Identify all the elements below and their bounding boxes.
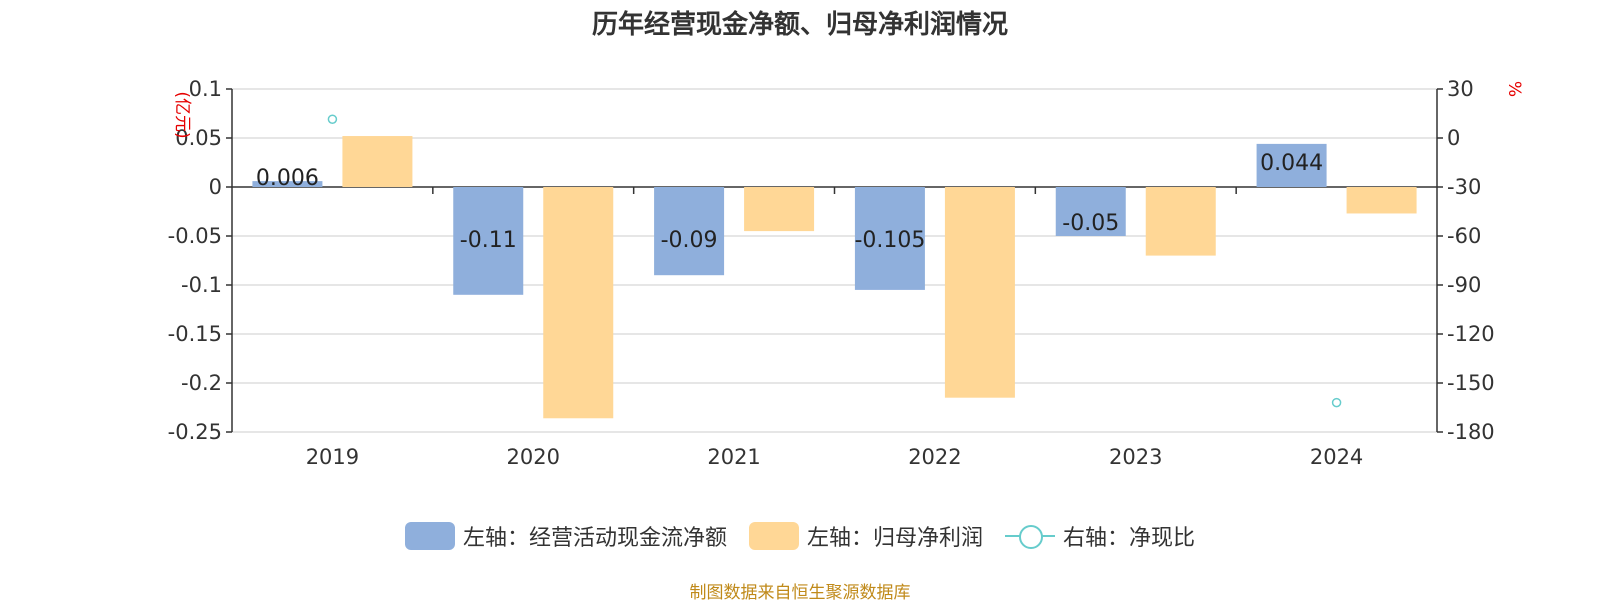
x-tick-label: 2020 — [507, 445, 560, 469]
right-tick-label: -120 — [1447, 322, 1495, 346]
left-tick-label: -0.2 — [181, 371, 222, 395]
right-tick-label: 0 — [1447, 126, 1460, 150]
right-tick-label: -30 — [1447, 175, 1481, 199]
data-label-operating-cash-flow: 0.044 — [1260, 151, 1323, 176]
legend-label-operating-cash-flow: 左轴：经营活动现金流净额 — [462, 526, 727, 551]
left-tick-label: -0.15 — [168, 322, 222, 346]
left-tick-label: 0.1 — [189, 77, 222, 101]
data-label-operating-cash-flow: -0.09 — [661, 228, 718, 253]
right-tick-label: -90 — [1447, 273, 1481, 297]
x-tick-label: 2024 — [1310, 445, 1363, 469]
x-tick-label: 2023 — [1109, 445, 1162, 469]
right-tick-label: 30 — [1447, 77, 1474, 101]
point-cash-ratio — [1331, 397, 1342, 408]
bar-net-profit — [543, 187, 614, 419]
bar-operating-cash-flow — [252, 181, 323, 187]
bar-operating-cash-flow — [453, 187, 524, 295]
right-tick-label: -180 — [1447, 420, 1495, 444]
data-label-operating-cash-flow: -0.11 — [460, 228, 517, 253]
left-tick-label: -0.1 — [181, 273, 222, 297]
legend-swatch-cash-ratio — [1005, 522, 1055, 550]
chart-source: 制图数据来自恒生聚源数据库 — [689, 583, 911, 603]
bar-operating-cash-flow — [654, 187, 725, 276]
chart-legend: 左轴：经营活动现金流净额 左轴：归母净利润 右轴：净现比 — [0, 518, 1600, 554]
legend-label-net-profit: 左轴：归母净利润 — [806, 526, 983, 551]
bar-net-profit — [944, 187, 1015, 398]
bar-operating-cash-flow — [1256, 143, 1327, 187]
right-axis-unit: % — [1504, 81, 1524, 97]
left-tick-label: -0.05 — [168, 224, 222, 248]
data-label-operating-cash-flow: -0.05 — [1062, 211, 1119, 236]
bar-net-profit — [1145, 187, 1216, 256]
legend-label-cash-ratio: 右轴：净现比 — [1063, 526, 1196, 551]
x-tick-label: 2019 — [306, 445, 359, 469]
right-tick-label: -60 — [1447, 224, 1481, 248]
x-tick-label: 2021 — [707, 445, 760, 469]
bar-operating-cash-flow — [1055, 187, 1126, 236]
data-label-operating-cash-flow: 0.006 — [256, 166, 319, 191]
x-tick-label: 2022 — [908, 445, 961, 469]
chart-title: 历年经营现金净额、归母净利润情况 — [591, 10, 1008, 40]
left-tick-label: 0 — [209, 175, 222, 199]
bar-net-profit — [342, 136, 413, 187]
left-axis-unit: (亿元) — [172, 91, 192, 138]
left-tick-label: 0.05 — [175, 126, 222, 150]
right-tick-label: -150 — [1447, 371, 1495, 395]
point-cash-ratio — [327, 114, 338, 124]
legend-swatch-operating-cash-flow — [404, 522, 455, 550]
bar-operating-cash-flow — [854, 187, 925, 290]
bar-net-profit — [744, 187, 815, 232]
legend-item-operating-cash-flow[interactable]: 左轴：经营活动现金流净额 — [404, 520, 727, 552]
left-tick-label: -0.25 — [168, 420, 222, 444]
data-label-operating-cash-flow: -0.105 — [854, 228, 925, 253]
legend-item-net-profit[interactable]: 左轴：归母净利润 — [748, 520, 983, 552]
legend-swatch-net-profit — [748, 522, 799, 550]
legend-item-cash-ratio[interactable]: 右轴：净现比 — [1005, 520, 1195, 552]
bar-net-profit — [1346, 187, 1417, 214]
